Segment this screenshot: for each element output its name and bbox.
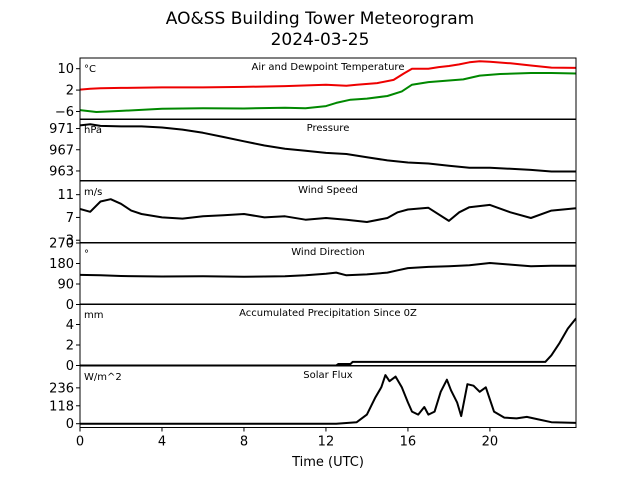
panel-unit: W/m^2: [84, 372, 122, 383]
y-tick-label: 10: [57, 62, 74, 77]
series-line-6-1: [80, 374, 576, 425]
x-axis-label: Time (UTC): [291, 455, 364, 470]
figure-date: 2024-03-25: [271, 30, 370, 50]
y-tick-label: 967: [49, 143, 74, 158]
panel-title: Wind Direction: [291, 247, 365, 258]
y-tick-label: 2: [66, 84, 74, 99]
y-tick-label: 2: [66, 339, 74, 354]
panel-unit: mm: [84, 310, 103, 321]
panel-3: 3 7 11 Wind Speed m/s: [57, 180, 577, 249]
x-tick-label: 4: [158, 435, 166, 450]
series-line-1-2: [80, 72, 576, 113]
y-tick-label: 3: [66, 234, 74, 249]
y-tick-label: 11: [57, 188, 74, 203]
y-tick-label: 118: [49, 399, 74, 414]
panel-title: Solar Flux: [303, 370, 353, 381]
panel-frame: [79, 365, 577, 428]
panel-title: Air and Dewpoint Temperature: [252, 62, 405, 73]
y-tick-label: 4: [66, 318, 74, 333]
y-tick-label: 0: [66, 298, 74, 313]
x-tick-label: 16: [400, 435, 417, 450]
series-line-2-1: [80, 123, 576, 173]
panel-unit: °: [84, 249, 89, 260]
panel-unit: hPa: [84, 125, 102, 136]
x-tick-label: 20: [482, 435, 499, 450]
x-axis: 0 4 8 12 16 20: [76, 427, 499, 450]
panel-6: 0 118 236 Solar Flux W/m^2: [49, 365, 577, 432]
series-line-1-1: [80, 60, 576, 91]
y-tick-label: 971: [49, 122, 74, 137]
panel-unit: °C: [84, 64, 96, 75]
y-tick-label: 90: [57, 278, 74, 293]
y-tick-label: 963: [49, 164, 74, 179]
panel-title: Accumulated Precipitation Since 0Z: [239, 308, 417, 319]
series-line-4-1: [80, 262, 576, 278]
panel-5: 0 2 4 Accumulated Precipitation Since 0Z mm: [66, 303, 577, 374]
x-tick-label: 12: [318, 435, 335, 450]
y-tick-label: −6: [55, 105, 74, 120]
panel-1: −6 2 10 Air and Dewpoint Temperature °C: [55, 57, 577, 120]
figure-title: AO&SS Building Tower Meteorogram: [166, 9, 474, 29]
panel-4: 0 90 180 270 Wind Direction °: [49, 237, 577, 313]
x-tick-label: 0: [76, 435, 84, 450]
y-tick-label: 7: [66, 211, 74, 226]
series-line-5-1: [80, 317, 576, 366]
panel-title: Pressure: [307, 123, 350, 134]
y-tick-label: 270: [49, 237, 74, 252]
series-line-3-1: [80, 198, 576, 223]
panel-title: Wind Speed: [298, 185, 358, 196]
x-tick-label: 8: [240, 435, 248, 450]
panel-unit: m/s: [84, 187, 102, 198]
y-tick-label: 0: [66, 417, 74, 432]
y-tick-label: 0: [66, 359, 74, 374]
y-tick-label: 180: [49, 257, 74, 272]
y-tick-label: 236: [49, 381, 74, 396]
panel-2: 963 967 971 Pressure hPa: [49, 118, 577, 181]
